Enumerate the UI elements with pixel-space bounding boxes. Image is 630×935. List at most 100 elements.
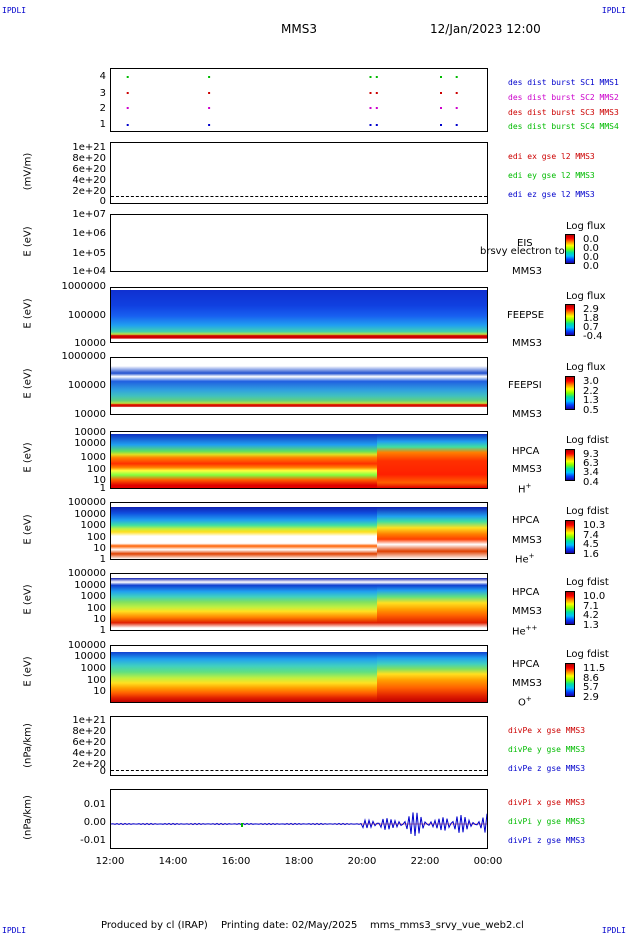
divpi-y-mark <box>241 823 243 827</box>
ytick: 100 <box>86 603 106 614</box>
cb-value: 10.0 <box>583 591 606 602</box>
burst-mark <box>375 107 378 109</box>
burst-mark <box>455 124 458 126</box>
ytick: 4e+20 <box>72 175 106 186</box>
burst-mark <box>369 107 372 109</box>
ylabel-hpca-h: E (eV) <box>22 442 34 473</box>
burst-mark <box>440 76 442 78</box>
inst-hpca-he-sc: MMS3 <box>512 535 542 546</box>
xtick: 20:00 <box>347 856 377 867</box>
ytick: 1e+06 <box>72 228 106 239</box>
xtick: 12:00 <box>95 856 125 867</box>
cb-title-hpca-o: Log fdist <box>566 649 609 660</box>
ytick: 100000 <box>67 640 106 651</box>
cb-value: 2.9 <box>583 692 599 703</box>
ytick: 1000 <box>80 520 106 531</box>
legend-ey: edi ey gse l2 MMS3 <box>508 171 595 180</box>
ylabel-hpca-he: E (eV) <box>22 514 34 545</box>
ytick: 1000000 <box>61 351 106 362</box>
legend-ez: edi ez gse l2 MMS3 <box>508 190 595 199</box>
ytick: 10000 <box>74 580 106 591</box>
ytick: 2e+20 <box>72 186 106 197</box>
inst-feepsi: FEEPSI <box>508 380 542 391</box>
ytick: 4 <box>99 71 106 82</box>
burst-mark <box>455 76 458 78</box>
ytick: 8e+20 <box>72 726 106 737</box>
inst-feepse-sc: MMS3 <box>512 338 542 349</box>
legend-divpi-y: divPi y gse MMS3 <box>508 817 586 826</box>
ytick: 1 <box>99 625 106 636</box>
ylabel-eis: E (eV) <box>22 226 34 257</box>
ytick: 10000 <box>74 509 106 520</box>
ytick: 100 <box>86 675 106 686</box>
ytick: 2 <box>99 103 106 114</box>
cb-title-hpca-h: Log fdist <box>566 435 609 446</box>
cb-value: 0.0 <box>583 261 599 272</box>
ytick: 100 <box>86 532 106 543</box>
cb-title-hpca-he: Log fdist <box>566 506 609 517</box>
ylabel-feepsi: E (eV) <box>22 368 34 399</box>
ytick: 0.01 <box>83 799 106 810</box>
ylabel-edi: (mV/m) <box>22 152 34 191</box>
hpca-he-spectrogram-pre <box>111 507 377 559</box>
burst-mark <box>208 76 211 78</box>
footer-produced: Produced by cl (IRAP) <box>101 920 208 931</box>
cb-value: 2.2 <box>583 386 599 397</box>
ytick: 100000 <box>67 380 106 391</box>
ytick: 10000 <box>74 438 106 449</box>
burst-mark <box>208 107 211 109</box>
species-he: He+ <box>515 552 535 566</box>
panel-divpi <box>110 789 488 849</box>
species-o: O+ <box>518 695 532 709</box>
panel-edi <box>110 142 488 204</box>
legend-divpe-y: divPe y gse MMS3 <box>508 745 586 754</box>
ytick: 1000000 <box>61 281 106 292</box>
xtick: 16:00 <box>221 856 251 867</box>
panel-divpe <box>110 716 488 776</box>
inst-hpca-hepp-sc: MMS3 <box>512 606 542 617</box>
footer-printing-date: Printing date: 02/May/2025 <box>221 920 358 931</box>
ytick: 1e+07 <box>72 209 106 220</box>
burst-mark <box>375 76 378 78</box>
burst-mark <box>126 76 129 78</box>
burst-mark <box>369 76 372 78</box>
ytick: 10 <box>93 686 106 697</box>
ytick: 1000 <box>80 663 106 674</box>
cb-value: 11.5 <box>583 663 606 674</box>
panel-feepsi <box>110 357 488 415</box>
panel-burst <box>110 68 488 132</box>
corner-label-top-right: IPDLI <box>601 6 626 15</box>
ytick: 1000 <box>80 591 106 602</box>
cb-value: 7.1 <box>583 601 599 612</box>
cb-value: 4.5 <box>583 539 599 550</box>
xtick: 00:00 <box>473 856 503 867</box>
ytick: 8e+20 <box>72 153 106 164</box>
cb-value: 0.5 <box>583 405 599 416</box>
ytick: 1e+05 <box>72 248 106 259</box>
legend-divpe-x: divPe x gse MMS3 <box>508 726 586 735</box>
divpi-z-line <box>110 812 488 837</box>
corner-label-bottom-left: IPDLI <box>2 926 27 935</box>
burst-marks <box>126 76 458 126</box>
ytick: 0 <box>99 196 106 207</box>
ylabel-hpca-hepp: E (eV) <box>22 584 34 615</box>
ylabel-feepse: E (eV) <box>22 298 34 329</box>
inst-eis: EIS <box>517 238 533 249</box>
burst-mark <box>440 107 442 109</box>
xtick: 14:00 <box>158 856 188 867</box>
cb-value: 0.4 <box>583 477 599 488</box>
inst-hpca-h-sc: MMS3 <box>512 464 542 475</box>
ytick: 100000 <box>67 310 106 321</box>
cb-value: 0.0 <box>583 252 599 263</box>
cb-title-eis: Log flux <box>566 221 606 232</box>
colorbar-hpca-hepp <box>565 591 575 625</box>
burst-mark <box>208 124 211 126</box>
zero-line <box>111 196 487 197</box>
panel-feepse <box>110 287 488 343</box>
eis-overlay-text: brsvy electron to <box>480 246 565 257</box>
burst-mark <box>126 107 129 109</box>
legend-ex: edi ex gse l2 MMS3 <box>508 152 595 161</box>
legend-divpi-z: divPi z gse MMS3 <box>508 836 586 845</box>
cb-value: 6.3 <box>583 458 599 469</box>
xtick: 22:00 <box>410 856 440 867</box>
